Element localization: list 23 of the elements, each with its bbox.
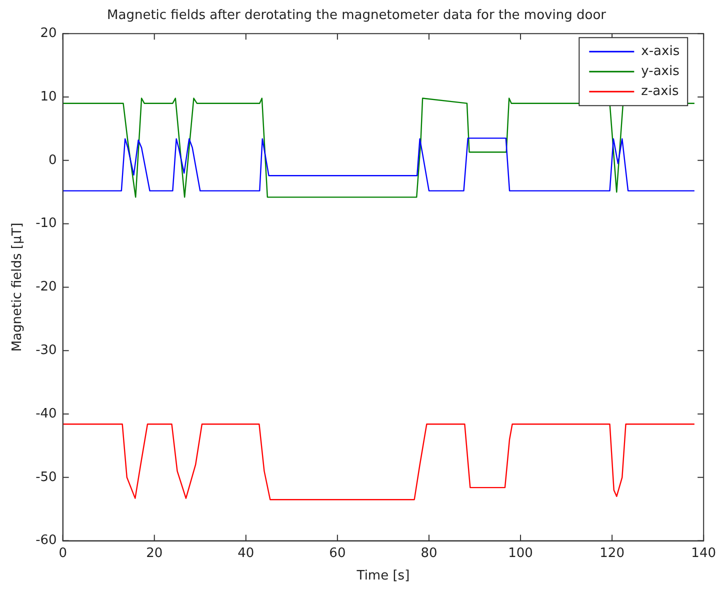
- y-tick-label: -20: [36, 280, 57, 295]
- y-tick-label: -10: [36, 216, 57, 232]
- x-tick-label: 20: [146, 546, 163, 561]
- x-tick-label: 80: [420, 546, 438, 561]
- y-tick-label: -30: [36, 342, 57, 358]
- legend-label: x-axis: [641, 44, 680, 59]
- x-tick-label: 100: [508, 546, 533, 561]
- legend-label: y-axis: [641, 64, 680, 79]
- y-tick-label: -60: [36, 533, 57, 548]
- y-tick-label: 20: [40, 26, 57, 41]
- legend-label: z-axis: [641, 84, 679, 99]
- y-axis-title: Magnetic fields [μT]: [10, 222, 26, 352]
- chart-title: Magnetic fields after derotating the magnetometer data for the moving door: [107, 8, 607, 24]
- x-tick-label: 120: [600, 546, 624, 561]
- x-tick-label: 60: [329, 546, 346, 561]
- y-tick-label: 10: [40, 89, 57, 104]
- y-tick-label: 0: [48, 152, 57, 168]
- x-tick-label: 0: [58, 546, 67, 561]
- y-tick-label: -40: [36, 406, 57, 422]
- x-tick-label: 40: [238, 546, 254, 561]
- x-axis-title: Time [s]: [356, 568, 410, 584]
- y-tick-label: -50: [36, 470, 57, 485]
- x-tick-label: 140: [691, 546, 716, 561]
